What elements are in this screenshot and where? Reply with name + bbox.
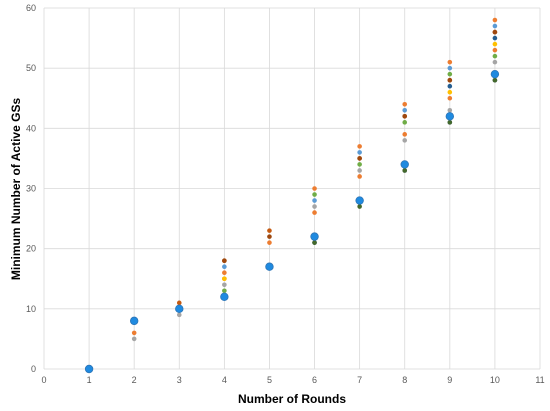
y-tick-label: 30 <box>26 184 36 194</box>
data-point <box>312 204 317 209</box>
y-tick-label: 0 <box>31 364 36 374</box>
data-point <box>447 65 453 71</box>
data-point <box>357 156 362 161</box>
data-point <box>447 59 453 65</box>
x-tick-label: 0 <box>41 375 46 385</box>
x-tick-label: 4 <box>222 375 227 385</box>
data-point <box>357 162 362 167</box>
highlight-data-point <box>490 69 500 79</box>
data-point <box>492 35 498 41</box>
data-point <box>222 276 227 282</box>
x-tick-label: 10 <box>490 375 500 385</box>
data-point <box>492 29 498 35</box>
data-point <box>312 210 317 215</box>
data-point <box>357 168 362 173</box>
x-tick-label: 2 <box>132 375 137 385</box>
x-tick-label: 1 <box>87 375 92 385</box>
data-point <box>357 150 362 155</box>
data-point <box>492 59 498 65</box>
data-point <box>357 204 362 209</box>
y-tick-labels: 0 10 20 30 40 50 60 <box>26 3 36 374</box>
data-point <box>492 47 498 53</box>
x-tick-label: 9 <box>447 375 452 385</box>
data-point <box>447 89 453 95</box>
data-point <box>447 71 453 77</box>
highlight-data-point <box>355 196 364 205</box>
data-point <box>176 300 182 306</box>
y-tick-label: 50 <box>26 63 36 73</box>
data-point <box>402 168 408 173</box>
data-point <box>176 312 182 318</box>
x-tick-labels: 0 1 2 3 4 5 6 7 8 9 10 11 <box>41 375 544 385</box>
highlight-data-point <box>310 232 319 241</box>
data-point <box>312 240 317 245</box>
data-point <box>402 132 408 137</box>
data-point <box>447 83 453 89</box>
data-point <box>222 258 227 264</box>
x-tick-label: 5 <box>267 375 272 385</box>
y-tick-label: 60 <box>26 3 36 13</box>
highlight-data-point <box>175 304 184 314</box>
data-point <box>447 107 453 113</box>
data-point <box>492 53 498 59</box>
data-point <box>222 270 227 276</box>
data-point <box>222 288 227 294</box>
y-axis-title: Minimum Number of Active GSs <box>9 98 23 281</box>
y-tick-label: 10 <box>26 304 36 314</box>
data-point <box>312 192 317 197</box>
x-tick-label: 8 <box>402 375 407 385</box>
data-point <box>492 17 498 23</box>
x-tick-label: 3 <box>177 375 182 385</box>
highlight-data-point <box>84 364 94 374</box>
data-point <box>267 228 272 233</box>
x-tick-label: 11 <box>535 375 544 385</box>
gridlines <box>43 7 541 370</box>
data-point <box>447 120 453 125</box>
data-point <box>312 198 317 203</box>
data-point <box>222 264 227 270</box>
data-point <box>447 95 453 101</box>
highlight-data-point <box>265 262 274 271</box>
data-points <box>84 17 500 374</box>
data-point <box>222 282 227 288</box>
data-point <box>267 240 272 245</box>
data-point <box>267 234 272 239</box>
data-point <box>402 107 408 113</box>
data-point <box>492 77 498 83</box>
highlight-data-point <box>129 316 139 326</box>
data-point <box>131 336 137 342</box>
y-tick-label: 20 <box>26 244 36 254</box>
x-axis-title: Number of Rounds <box>238 392 346 406</box>
data-point <box>131 330 137 336</box>
y-tick-label: 40 <box>26 123 36 133</box>
data-point <box>402 120 408 125</box>
data-point <box>447 77 453 83</box>
x-tick-label: 7 <box>357 375 362 385</box>
data-point <box>357 144 362 149</box>
data-point <box>402 138 408 143</box>
highlight-data-point <box>220 292 229 301</box>
data-point <box>312 186 317 191</box>
highlight-data-point <box>400 160 409 169</box>
data-point <box>402 101 408 107</box>
data-point <box>357 174 362 179</box>
x-tick-label: 6 <box>312 375 317 385</box>
highlight-data-point <box>445 112 455 121</box>
data-point <box>492 23 498 29</box>
data-point <box>492 41 498 47</box>
data-point <box>402 114 408 119</box>
